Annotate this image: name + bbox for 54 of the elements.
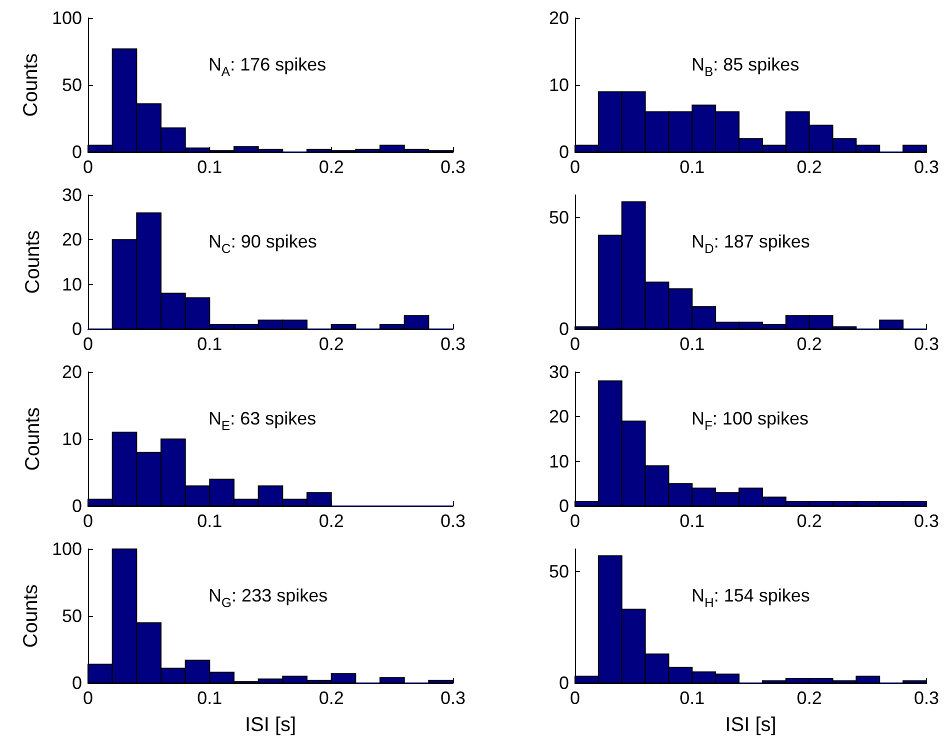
y-tick-label: 0 [558,142,569,162]
x-tick-label: 0.2 [318,157,344,177]
y-tick-label: 20 [548,406,569,427]
y-tick-label: 30 [62,185,82,205]
x-tick-label: 0.2 [318,334,344,354]
x-tick-label: 0.1 [680,334,705,354]
y-tick-label: 20 [62,230,82,250]
x-tick-label: 0.2 [318,511,344,531]
y-tick-label: 50 [62,75,82,95]
x-tick-label: 0.3 [914,511,940,531]
y-tick-label: 0 [72,673,82,693]
x-tick-label: 0.1 [680,688,705,708]
x-axis-title: ISI [s] [725,714,776,736]
y-tick-label: 100 [52,539,82,559]
x-tick-label: 0.3 [440,688,466,708]
y-tick-label: 50 [548,207,569,228]
x-tick-label: 0.2 [796,688,822,708]
y-tick-label: 10 [548,75,569,95]
y-tick-label: 10 [548,451,569,472]
y-tick-label: 10 [62,274,82,294]
y-axis-title: Counts [22,407,44,471]
x-tick-label: 0.2 [796,334,822,354]
y-tick-label: 0 [72,142,82,162]
y-tick-label: 0 [72,319,82,339]
x-tick-label: 0.3 [440,511,466,531]
x-tick-label: 0.1 [680,511,705,531]
y-tick-label: 50 [548,561,569,582]
y-tick-label: 10 [62,429,82,449]
y-axis-title: Counts [20,53,42,117]
y-tick-label: 0 [558,496,569,516]
y-axis-title: Counts [22,230,44,294]
y-axis-title: Counts [20,584,42,648]
x-tick-label: 0.1 [197,334,222,354]
x-tick-label: 0.1 [197,157,222,177]
x-tick-label: 0.2 [796,157,822,177]
y-tick-label: 20 [548,8,569,28]
y-tick-label: 20 [62,362,82,382]
x-tick-label: 0.2 [796,511,822,531]
y-tick-label: 100 [52,8,82,28]
y-tick-label: 50 [62,606,82,626]
x-tick-label: 0.1 [680,157,705,177]
x-tick-label: 0.2 [318,688,344,708]
x-tick-label: 0.3 [914,334,940,354]
y-tick-label: 30 [548,362,569,382]
x-tick-label: 0.1 [197,688,222,708]
x-tick-label: 0.3 [440,157,466,177]
y-tick-label: 0 [558,319,569,339]
y-tick-label: 0 [72,496,82,516]
x-tick-label: 0.3 [914,157,940,177]
x-tick-label: 0.3 [440,334,466,354]
y-tick-label: 0 [558,673,569,693]
x-tick-label: 0.3 [914,688,940,708]
x-axis-title: ISI [s] [244,714,296,736]
x-tick-label: 0.1 [197,511,222,531]
